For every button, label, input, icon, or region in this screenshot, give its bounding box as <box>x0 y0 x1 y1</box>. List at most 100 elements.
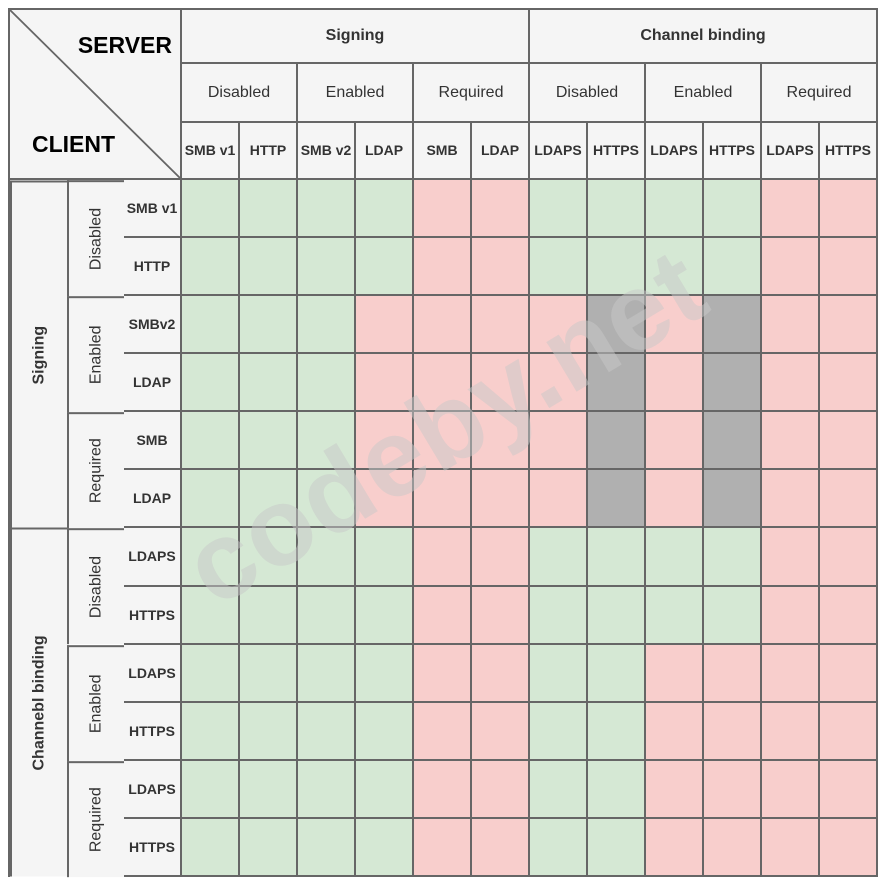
matrix-cell <box>356 354 414 413</box>
matrix-cell <box>762 296 820 355</box>
matrix-cell <box>182 586 240 645</box>
matrix-cell <box>240 644 298 703</box>
server-label: SERVER <box>77 32 172 58</box>
matrix-cell <box>588 296 646 355</box>
col-protocol-http: HTTP <box>240 123 298 180</box>
row-mode-signing-required: Required <box>67 412 124 529</box>
matrix-cell <box>472 818 530 877</box>
col-mode-signing-enabled: Enabled <box>298 64 414 123</box>
row-mode-signing-enabled: Enabled <box>67 296 124 413</box>
matrix-cell <box>530 644 588 703</box>
matrix-cell <box>820 238 878 297</box>
matrix-cell <box>240 238 298 297</box>
matrix-cell <box>240 296 298 355</box>
matrix-cell <box>472 238 530 297</box>
row-protocol-smb: SMB <box>124 412 182 471</box>
matrix-cell <box>820 296 878 355</box>
col-protocol-smb-v1: SMB v1 <box>182 123 240 180</box>
matrix-cell <box>298 528 356 587</box>
compatibility-matrix: SERVER CLIENT Signing Disabled SMB v1 HTTP E… <box>8 8 878 877</box>
matrix-cell <box>820 354 878 413</box>
matrix-cell <box>298 818 356 877</box>
matrix-cell <box>646 412 704 471</box>
matrix-cell <box>530 586 588 645</box>
row-group-channebl-binding: Channebl binding <box>10 528 67 877</box>
matrix-cell <box>182 528 240 587</box>
col-protocol-ldaps: LDAPS <box>530 123 588 180</box>
matrix-cell <box>646 354 704 413</box>
matrix-cell <box>820 470 878 529</box>
matrix-cell <box>588 238 646 297</box>
matrix-cell <box>530 412 588 471</box>
matrix-cell <box>530 354 588 413</box>
matrix-cell <box>472 180 530 239</box>
diagonal-line-icon <box>10 10 180 178</box>
matrix-cell <box>356 760 414 819</box>
row-mode-channebl-binding-required: Required <box>67 760 124 877</box>
col-mode-signing-required: Required <box>414 64 530 123</box>
matrix-cell <box>646 644 704 703</box>
matrix-cell <box>182 702 240 761</box>
matrix-cell <box>646 818 704 877</box>
matrix-cell <box>762 470 820 529</box>
matrix-cell <box>298 702 356 761</box>
matrix-cell <box>472 702 530 761</box>
matrix-cell <box>646 760 704 819</box>
matrix-cell <box>704 760 762 819</box>
row-protocol-smbv2: SMBv2 <box>124 296 182 355</box>
client-label: CLIENT <box>32 131 116 157</box>
matrix-cell <box>298 354 356 413</box>
matrix-cell <box>820 586 878 645</box>
matrix-cell <box>182 354 240 413</box>
matrix-cell <box>588 354 646 413</box>
matrix-cell <box>414 296 472 355</box>
matrix-cell <box>182 238 240 297</box>
matrix-cell <box>240 818 298 877</box>
matrix-cell <box>704 238 762 297</box>
matrix-cell <box>704 702 762 761</box>
matrix-cell <box>762 644 820 703</box>
row-protocol-ldap: LDAP <box>124 354 182 413</box>
matrix-cell <box>762 412 820 471</box>
matrix-cell <box>588 818 646 877</box>
matrix-cell <box>414 238 472 297</box>
matrix-cell <box>240 528 298 587</box>
matrix-cell <box>588 586 646 645</box>
matrix-cell <box>298 238 356 297</box>
matrix-cell <box>820 528 878 587</box>
matrix-cell <box>414 644 472 703</box>
row-mode-channebl-binding-enabled: Enabled <box>67 644 124 761</box>
row-mode-signing-disabled: Disabled <box>67 180 124 297</box>
row-mode-channebl-binding-disabled: Disabled <box>67 528 124 645</box>
row-protocol-https: HTTPS <box>124 818 182 877</box>
matrix-cell <box>414 470 472 529</box>
col-protocol-https: HTTPS <box>820 123 878 180</box>
matrix-cell <box>762 354 820 413</box>
corner-cell: SERVER CLIENT <box>10 10 182 180</box>
matrix-cell <box>530 702 588 761</box>
row-protocol-https: HTTPS <box>124 702 182 761</box>
matrix-cell <box>588 644 646 703</box>
matrix-cell <box>356 412 414 471</box>
matrix-cell <box>820 412 878 471</box>
matrix-cell <box>762 180 820 239</box>
matrix-cell <box>356 180 414 239</box>
matrix-cell <box>182 760 240 819</box>
matrix-cell <box>762 760 820 819</box>
matrix-cell <box>240 760 298 819</box>
matrix-cell <box>588 470 646 529</box>
matrix-cell <box>820 180 878 239</box>
matrix-cell <box>762 702 820 761</box>
row-protocol-ldaps: LDAPS <box>124 528 182 587</box>
matrix-cell <box>356 586 414 645</box>
matrix-cell <box>588 528 646 587</box>
matrix-cell <box>646 296 704 355</box>
matrix-cell <box>530 180 588 239</box>
matrix-cell <box>240 470 298 529</box>
matrix-cell <box>414 586 472 645</box>
matrix-cell <box>414 354 472 413</box>
col-mode-channel-binding-required: Required <box>762 64 878 123</box>
matrix-cell <box>646 586 704 645</box>
col-mode-channel-binding-enabled: Enabled <box>646 64 762 123</box>
matrix-cell <box>472 586 530 645</box>
